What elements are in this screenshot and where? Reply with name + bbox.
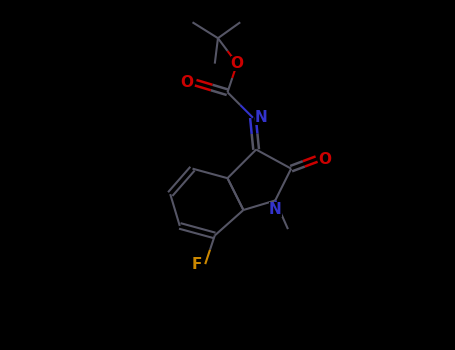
Text: F: F xyxy=(192,257,202,272)
Text: O: O xyxy=(318,152,331,167)
Text: N: N xyxy=(254,110,267,125)
Text: O: O xyxy=(231,56,243,71)
Text: N: N xyxy=(269,203,282,217)
Text: O: O xyxy=(180,75,193,90)
